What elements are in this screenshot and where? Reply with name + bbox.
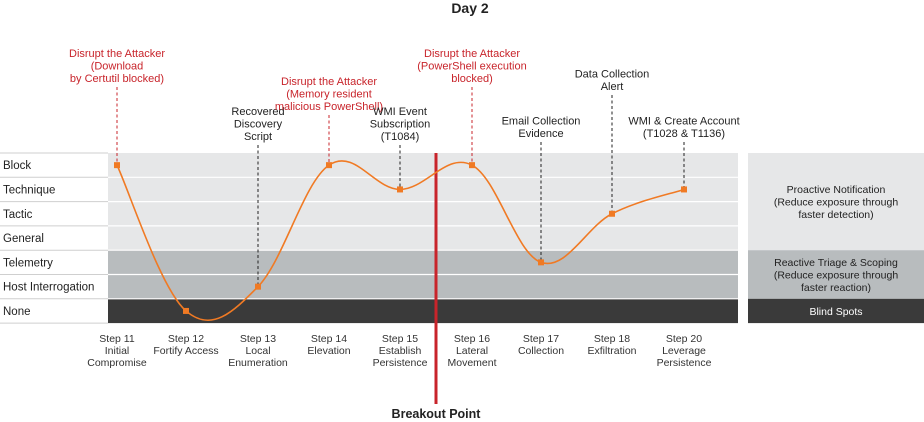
annotation-leaders [116,87,685,287]
step-label-s18: Step 18 [594,333,630,345]
breakout-marker: Breakout Point [392,153,482,421]
series-line [116,160,685,322]
band-host-interrogation [108,274,738,299]
annotation-s20: (T1028 & T1136) [643,128,725,140]
annotation-s13: Recovered [231,106,284,118]
annotation-s11: by Certutil blocked) [70,73,164,85]
step-label-s12: Step 12 [168,333,204,345]
step-label-s16: Lateral [456,345,488,357]
step-label-s14: Elevation [307,345,350,357]
point-s14 [326,162,332,169]
side-panel-reactive-triage-scoping [748,250,924,299]
band-tactic [108,201,738,226]
side-panel-proactive-notification [748,153,924,251]
point-s11 [114,162,120,169]
level-bands [0,152,738,324]
side-panel-text: Proactive Notification [787,184,886,196]
step-label-s16: Movement [447,357,496,369]
annotation-s20: WMI & Create Account [628,116,739,128]
side-panel-text: Blind Spots [809,306,862,318]
breakout-label: Breakout Point [392,407,482,421]
step-label-s13: Enumeration [228,357,288,369]
step-label-s13: Local [245,345,270,357]
annotation-s11: (Download [91,61,144,73]
annotation-s17: Email Collection [502,116,581,128]
step-label-s11: Compromise [87,357,147,369]
step-label-s17: Collection [518,345,564,357]
side-panel-text: (Reduce exposure through [774,197,898,209]
point-s15 [397,186,403,193]
annotation-s16: Disrupt the Attacker [424,48,520,60]
step-label-s18: Exfiltration [587,345,636,357]
annotation-s15: (T1084) [381,131,420,143]
annotation-s14: (Memory resident [286,89,372,101]
level-label-general: General [3,233,44,245]
step-label-s20: Persistence [657,357,712,369]
annotation-s11: Disrupt the Attacker [69,48,165,60]
annotation-s17: Evidence [518,128,563,140]
step-label-s17: Step 17 [523,333,559,345]
step-label-s16: Step 16 [454,333,490,345]
step-label-s20: Step 20 [666,333,702,345]
band-telemetry [108,250,738,275]
annotation-s15: Subscription [370,119,431,131]
step-label-s14: Step 14 [311,333,347,345]
point-s20 [681,186,687,193]
step-label-s20: Leverage [662,345,706,357]
annotation-s14: Disrupt the Attacker [281,76,377,88]
side-panel-text: faster reaction) [801,282,871,294]
step-label-s15: Persistence [373,357,428,369]
point-s13 [255,283,261,290]
annotation-s14: malicious PowerShell) [275,101,383,113]
annotation-s16: (PowerShell execution [417,61,526,73]
annotation-s18: Alert [601,81,624,93]
annotation-s18: Data Collection [575,69,650,81]
level-label-technique: Technique [3,184,55,196]
step-label-s11: Initial [105,345,130,357]
level-labels: Block Technique Tactic General Telemetry Host… [3,160,94,318]
band-block [108,153,738,178]
level-label-tactic: Tactic [3,209,33,221]
step-label-s11: Step 11 [99,333,135,345]
annotation-s16: blocked) [451,73,493,85]
side-panels: Proactive Notification(Reduce exposure t… [748,153,924,324]
level-label-block: Block [3,160,31,172]
side-panel-blind-spots [748,298,924,324]
chart-title: Day 2 [451,0,489,16]
point-s12 [183,307,189,314]
annotation-s15: WMI Event [373,106,427,118]
step-label-s15: Step 15 [382,333,418,345]
step-label-s15: Establish [379,345,422,357]
level-label-telemetry: Telemetry [3,257,53,269]
step-label-s13: Step 13 [240,333,276,345]
point-s17 [538,259,544,266]
side-panel-text: Reactive Triage & Scoping [774,257,898,269]
band-general [108,225,738,251]
detection-series [114,160,687,322]
step-label-s12: Fortify Access [153,345,218,357]
side-panel-text: (Reduce exposure through [774,270,898,282]
annotation-s13: Script [244,131,272,143]
point-s18 [609,210,615,217]
level-label-host-interrogation: Host Interrogation [3,282,94,294]
annotation-s13: Discovery [234,119,283,131]
point-s16 [469,162,475,169]
level-label-none: None [3,306,31,318]
side-panel-text: faster detection) [798,209,873,221]
